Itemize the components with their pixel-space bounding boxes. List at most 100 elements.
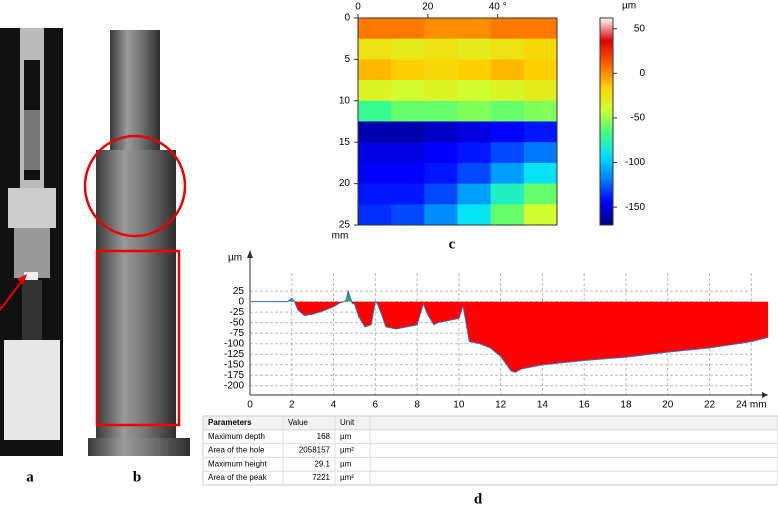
heat-cell — [523, 183, 558, 205]
heat-cell — [424, 59, 458, 81]
heat-cell — [358, 183, 392, 205]
y-tick-label: -100 — [224, 338, 244, 349]
heat-cell — [391, 18, 425, 40]
colorbar-tick-label: -50 — [631, 113, 646, 124]
heat-cell — [391, 204, 425, 226]
colorbar-label: µm — [622, 1, 636, 12]
x-tick-label: 18 — [620, 400, 632, 411]
y-tick-label: 5 — [344, 54, 350, 65]
heat-cell — [424, 80, 458, 102]
heat-cell — [358, 204, 392, 226]
area-below — [294, 301, 768, 373]
heat-cell — [391, 38, 425, 60]
heat-cell — [358, 59, 392, 81]
heat-cell — [523, 162, 558, 185]
heat-cell — [490, 204, 525, 226]
table-cell: Maximum height — [208, 459, 267, 468]
heat-cell — [424, 142, 458, 164]
heat-cell — [457, 59, 492, 81]
panel-label: d — [474, 491, 483, 507]
heat-cell — [424, 121, 458, 143]
colorbar-tick-label: 50 — [634, 23, 646, 34]
x-tick-label: 20 — [662, 400, 674, 411]
x-tick-label: 16 — [579, 400, 591, 411]
y-tick-label: 0 — [344, 13, 350, 24]
colorbar — [599, 17, 614, 226]
heat-cell — [523, 121, 558, 143]
heat-cell — [523, 142, 558, 164]
table-cell: 168 — [317, 432, 331, 441]
heat-cell — [358, 18, 392, 40]
heat-cell — [523, 18, 558, 40]
heat-cell — [358, 162, 392, 185]
heat-cell — [391, 100, 425, 122]
x-tick-label: 10 — [453, 400, 465, 411]
plot-frame — [357, 17, 558, 226]
heat-cell — [424, 38, 458, 60]
heat-cell — [523, 80, 558, 102]
heat-cell — [457, 142, 492, 164]
y-tick-label: -75 — [230, 328, 245, 339]
x-tick-label: 20 — [422, 2, 434, 13]
table-cell: Area of the hole — [208, 446, 265, 455]
y-tick-label: 20 — [339, 178, 351, 189]
heat-cell — [358, 121, 392, 143]
table-cell: 29.1 — [314, 459, 330, 468]
table-header: Value — [288, 418, 308, 427]
table-header: Unit — [340, 418, 355, 427]
heat-cell — [391, 121, 425, 143]
colorbar-tick-label: -150 — [625, 202, 645, 213]
axis-arrow — [762, 392, 768, 398]
x-tick-label: 2 — [289, 400, 295, 411]
table-cell: µm — [340, 432, 352, 441]
heat-cell — [358, 100, 392, 122]
table-cell: 2058157 — [299, 446, 331, 455]
x-tick-label: 22 — [704, 400, 716, 411]
heat-cell — [391, 80, 425, 102]
y-tick-label: -200 — [224, 380, 244, 391]
heat-cell — [523, 59, 558, 81]
heat-cell — [358, 80, 392, 102]
xray-image — [0, 28, 63, 456]
heat-cell — [391, 183, 425, 205]
heat-cell — [490, 142, 525, 164]
heat-cell — [424, 183, 458, 205]
y-tick-label: 10 — [339, 95, 351, 106]
x-tick-label: 12 — [495, 400, 507, 411]
heat-cell — [490, 183, 525, 205]
table-cell: Maximum depth — [208, 432, 265, 441]
colorbar-tick-label: -100 — [625, 157, 645, 168]
heat-cell — [457, 204, 492, 226]
heat-cell — [490, 100, 525, 122]
parameters-table: Parameters Value Unit Maximum depth 168 µm Are… — [202, 415, 778, 486]
heat-cell — [391, 59, 425, 81]
y-tick-label: -25 — [230, 307, 245, 318]
heat-cell — [457, 162, 492, 185]
y-tick-label: 25 — [339, 220, 351, 231]
x-tick-label: 0 — [355, 2, 361, 13]
heat-cell — [457, 121, 492, 143]
heat-cell — [490, 38, 525, 60]
heat-cell — [358, 38, 392, 60]
x-tick-label: 14 — [537, 400, 549, 411]
y-axis-label: mm — [332, 231, 349, 242]
heat-cell — [490, 162, 525, 185]
panel-label: a — [26, 469, 34, 485]
table-cell: 7221 — [312, 473, 330, 482]
heat-cell — [424, 162, 458, 185]
colorbar-tick-label: 0 — [639, 68, 645, 79]
heat-cell — [358, 142, 392, 164]
heat-cell — [391, 162, 425, 185]
y-tick-label: -125 — [224, 349, 244, 360]
heat-cell — [490, 59, 525, 81]
y-tick-label: 0 — [238, 296, 244, 307]
y-tick-label: -175 — [224, 370, 244, 381]
heat-cell — [523, 204, 558, 226]
y-tick-label: -150 — [224, 359, 244, 370]
heat-cell — [424, 18, 458, 40]
heat-cell — [490, 80, 525, 102]
heat-cell — [523, 100, 558, 122]
heat-cell — [424, 100, 458, 122]
